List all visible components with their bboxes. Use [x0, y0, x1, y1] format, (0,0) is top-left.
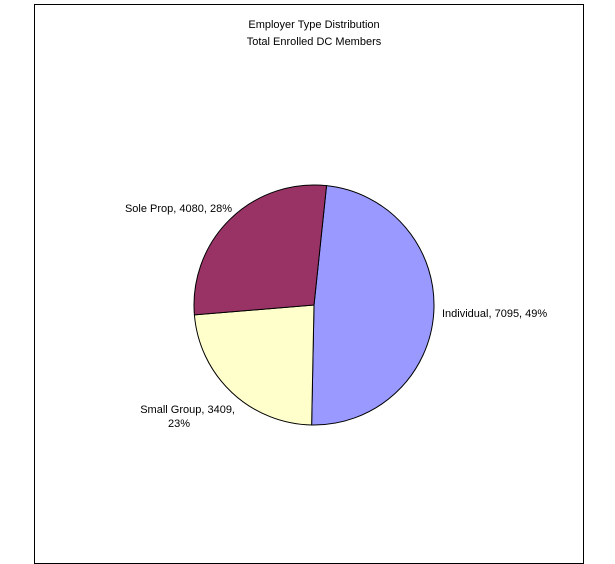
pie-slice-individual [311, 185, 435, 426]
slice-labels: Individual, 7095, 49% Small Group, 3409, 2… [125, 203, 547, 430]
slice-label-individual: Individual, 7095, 49% [442, 308, 547, 320]
pie-slice-small-group [193, 304, 315, 426]
pie-slices [193, 184, 435, 426]
chart-subtitle: Total Enrolled DC Members [247, 36, 382, 48]
slice-label-small-group: Small Group, 3409, 23% [140, 404, 235, 430]
pie-chart: Employer Type Distribution Total Enrolle… [125, 19, 547, 430]
slice-label-sole-prop: Sole Prop, 4080, 28% [125, 203, 232, 215]
pie-slice-sole-prop [193, 184, 328, 316]
chart-title: Employer Type Distribution [248, 19, 379, 31]
